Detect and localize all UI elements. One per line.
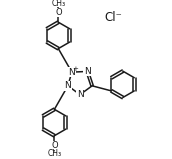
- Text: Cl⁻: Cl⁻: [104, 11, 122, 24]
- Text: O: O: [55, 8, 62, 17]
- Text: CH₃: CH₃: [47, 149, 61, 159]
- Text: N: N: [64, 81, 71, 90]
- Text: +: +: [73, 66, 78, 73]
- Text: N: N: [68, 68, 75, 77]
- Text: N: N: [84, 67, 91, 76]
- Text: CH₃: CH₃: [51, 0, 65, 8]
- Text: O: O: [51, 141, 58, 150]
- Text: N: N: [77, 90, 83, 99]
